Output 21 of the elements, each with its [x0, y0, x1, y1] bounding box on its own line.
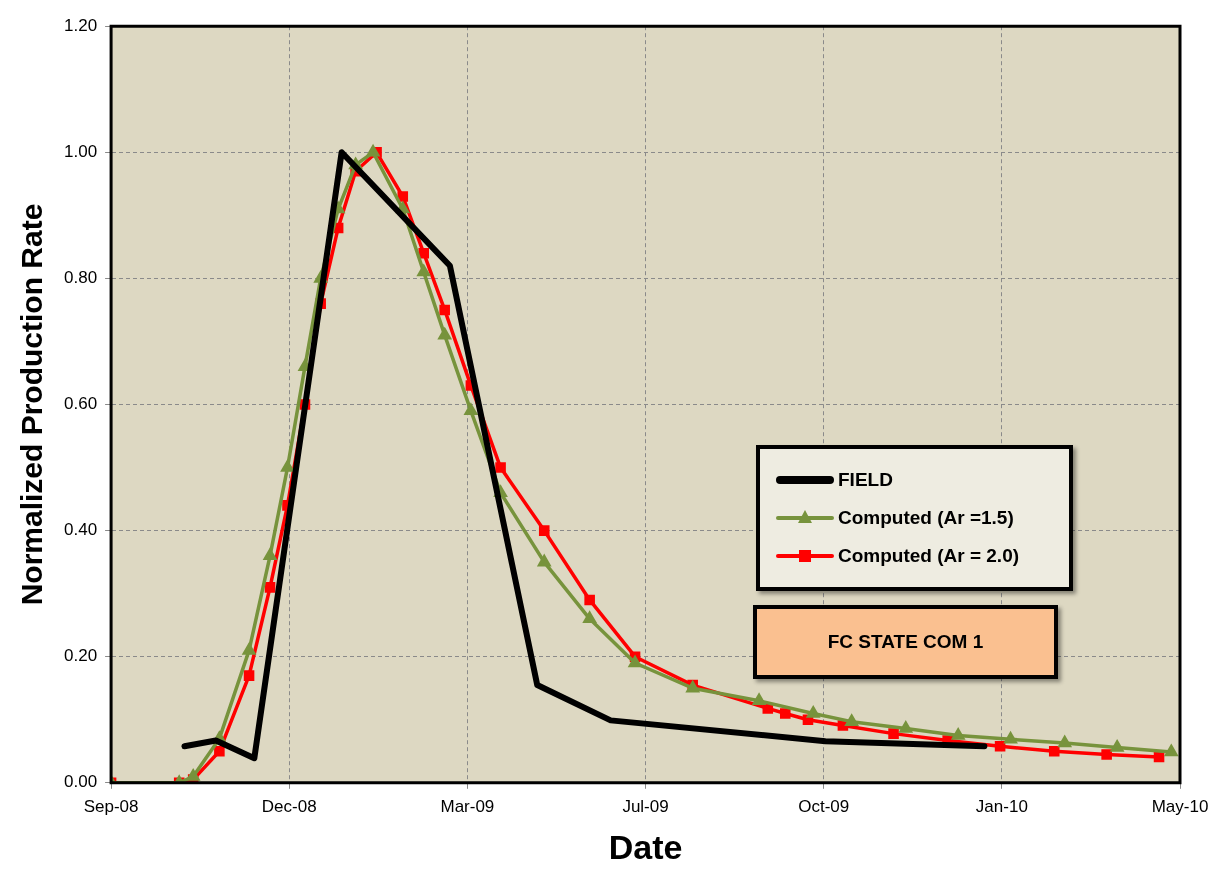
y-tick-label: 0.60 — [63, 394, 98, 414]
y-tick-label: 1.20 — [63, 15, 98, 35]
x-tick-label: Jan-10 — [975, 796, 1028, 816]
y-tick-label: 0.40 — [63, 520, 98, 540]
legend-label: Computed (Ar =1.5) — [838, 507, 1014, 529]
y-axis-title: Normalized Production Rate — [15, 203, 49, 606]
x-tick-label: Mar-09 — [440, 796, 495, 816]
x-axis-title: Date — [608, 827, 683, 866]
legend-label: Computed (Ar = 2.0) — [838, 545, 1020, 567]
y-tick-label: 0.20 — [63, 646, 98, 666]
legend-label: FIELD — [838, 469, 893, 491]
y-tick-label: 1.00 — [63, 141, 98, 161]
y-tick-label: 0.80 — [63, 268, 98, 288]
note-box: FC STATE COM 1 — [753, 605, 1058, 679]
x-tick-label: Oct-09 — [798, 796, 850, 816]
x-tick-label: Jul-09 — [622, 796, 669, 816]
x-tick-label: Sep-08 — [83, 796, 139, 816]
annotation: FC STATE COM 1 — [827, 631, 984, 653]
x-tick-label: Dec-08 — [261, 796, 317, 816]
x-tick-label: May-10 — [1151, 796, 1209, 816]
y-tick-label: 0.00 — [63, 772, 98, 792]
